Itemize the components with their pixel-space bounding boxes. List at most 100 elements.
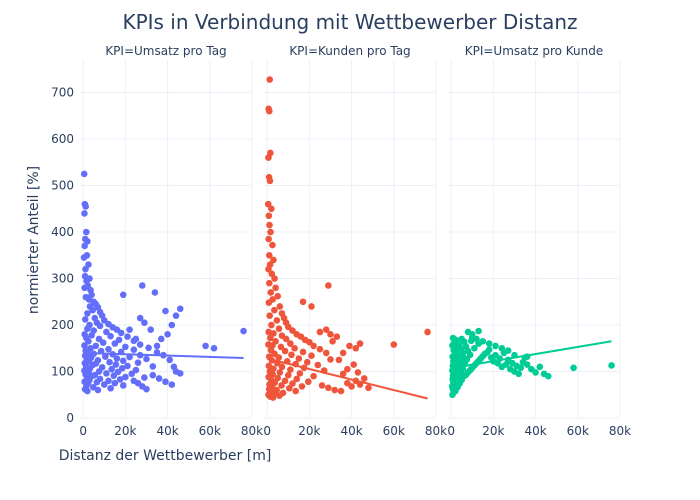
data-point — [337, 387, 345, 395]
data-point — [92, 342, 100, 350]
data-point — [151, 289, 159, 296]
data-point — [287, 340, 294, 347]
x-tick-label: 0 — [447, 424, 455, 438]
data-point — [492, 342, 499, 350]
data-point — [119, 382, 127, 389]
data-point — [271, 306, 278, 314]
data-point — [272, 284, 279, 292]
data-point — [105, 345, 112, 353]
data-point — [479, 337, 487, 345]
data-point — [316, 328, 324, 336]
data-point — [271, 350, 278, 358]
data-point — [275, 325, 283, 333]
data-point — [94, 386, 102, 394]
data-point — [141, 374, 148, 381]
x-tick-label: 0 — [79, 424, 87, 438]
data-point — [111, 340, 119, 347]
data-point — [143, 355, 150, 363]
data-point — [136, 314, 144, 322]
data-point — [306, 338, 313, 346]
data-point — [296, 370, 304, 377]
data-point — [202, 342, 209, 350]
data-point — [266, 221, 273, 229]
data-point — [81, 284, 88, 292]
data-point — [122, 343, 129, 351]
x-tick-label: 60k — [567, 424, 589, 438]
data-point — [289, 327, 296, 334]
data-point — [269, 394, 277, 401]
x-tick-label: 40k — [340, 424, 362, 438]
y-tick-label: 200 — [51, 318, 74, 332]
trendline — [450, 340, 612, 370]
data-point — [485, 346, 493, 353]
data-point — [532, 369, 539, 376]
data-point — [265, 265, 272, 273]
data-point — [266, 76, 273, 83]
data-point — [354, 369, 362, 376]
data-point — [449, 334, 457, 342]
data-point — [286, 384, 293, 392]
data-point — [471, 344, 478, 352]
data-point — [265, 235, 272, 243]
y-tick-label: 100 — [51, 365, 74, 379]
data-point — [325, 282, 332, 289]
y-axis-title: normierter Anteil [%] — [26, 166, 42, 314]
data-point — [164, 331, 171, 338]
data-point — [82, 265, 89, 273]
chart-panels: 0 100 200 300 400 500 600 700 0 20k 40k 60k 80k KPI=U… — [51, 44, 631, 438]
data-point — [303, 358, 311, 366]
data-point — [149, 363, 157, 370]
data-point — [536, 363, 544, 371]
data-point — [515, 370, 522, 378]
data-point — [267, 334, 274, 342]
data-point — [265, 107, 273, 115]
data-point — [339, 349, 347, 357]
data-point — [327, 356, 334, 363]
data-point — [352, 344, 360, 352]
data-point — [89, 306, 96, 314]
trendline — [266, 357, 428, 400]
data-point — [305, 378, 312, 386]
data-point — [153, 342, 161, 350]
data-point — [83, 228, 90, 236]
data-point — [282, 335, 290, 343]
data-point — [170, 363, 178, 371]
data-point — [126, 353, 133, 361]
data-point — [269, 241, 276, 249]
data-point — [390, 341, 398, 348]
data-point — [265, 299, 273, 306]
data-point — [265, 279, 273, 287]
data-point — [126, 326, 133, 333]
data-point — [80, 170, 88, 178]
x-tick-label: 0 — [263, 424, 271, 438]
data-point — [310, 372, 317, 380]
data-point — [124, 333, 131, 340]
data-point — [475, 327, 482, 335]
data-point — [266, 177, 274, 185]
data-point — [138, 282, 146, 289]
data-point — [96, 322, 104, 330]
data-point — [356, 340, 364, 347]
data-point — [95, 335, 103, 343]
data-point — [210, 344, 218, 352]
data-point — [84, 325, 91, 333]
data-point — [339, 370, 347, 378]
data-point — [111, 379, 119, 387]
data-point — [168, 321, 176, 329]
data-point — [147, 326, 154, 333]
data-point — [264, 200, 272, 208]
data-point — [93, 378, 101, 386]
data-point — [265, 251, 273, 259]
data-point — [266, 312, 273, 320]
data-point — [287, 366, 294, 373]
data-point — [517, 364, 525, 372]
data-point — [80, 254, 88, 261]
data-point — [344, 365, 351, 373]
data-point — [95, 368, 103, 375]
chart-title: KPIs in Verbindung mit Wettbewerber Dist… — [122, 10, 577, 34]
data-point — [172, 312, 180, 320]
data-point — [88, 331, 95, 339]
data-point — [240, 327, 247, 335]
data-point — [544, 372, 552, 380]
